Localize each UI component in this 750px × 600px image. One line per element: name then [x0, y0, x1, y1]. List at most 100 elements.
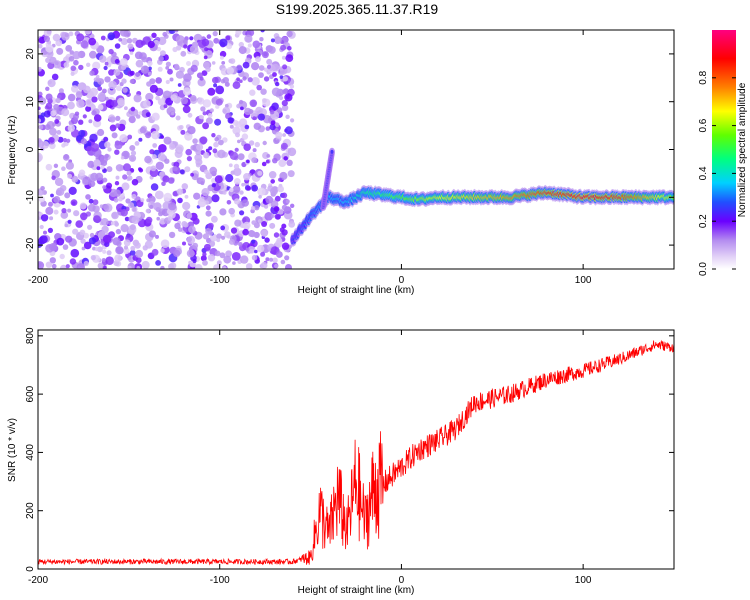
noise-cell [59, 253, 65, 260]
noise-cell [183, 44, 188, 49]
noise-cell [38, 124, 44, 130]
noise-cell [274, 36, 282, 44]
noise-cell [45, 93, 53, 101]
noise-cell [281, 192, 288, 199]
noise-cell [108, 231, 115, 239]
noise-cell [200, 255, 207, 262]
noise-cell [151, 154, 157, 160]
noise-cell [111, 132, 118, 139]
noise-cell [83, 260, 89, 267]
noise-cell [221, 61, 226, 65]
noise-cell [229, 58, 236, 64]
noise-cell [101, 225, 109, 234]
noise-cell [169, 77, 174, 82]
noise-cell [133, 94, 142, 103]
noise-cell [165, 66, 170, 70]
noise-cell [89, 70, 95, 76]
noise-cell [97, 262, 104, 269]
x-tick-label: -100 [210, 275, 230, 286]
figure-title: S199.2025.365.11.37.R19 [275, 1, 439, 17]
noise-cell [239, 99, 244, 105]
noise-cell [284, 255, 290, 261]
noise-cell [56, 47, 64, 55]
noise-cell [270, 38, 275, 43]
noise-cell [61, 108, 70, 117]
noise-cell [174, 63, 180, 69]
noise-cell [106, 250, 112, 256]
noise-cell [104, 61, 109, 66]
noise-cell [70, 65, 77, 72]
noise-cell [94, 247, 99, 252]
noise-cell [170, 94, 178, 102]
noise-cell [86, 62, 91, 67]
y-tick-label: 0 [25, 566, 36, 572]
spectrogram-y-label: Frequency (Hz) [7, 116, 18, 185]
noise-cell [209, 233, 218, 242]
noise-cell [102, 88, 107, 94]
noise-cell [226, 43, 233, 50]
noise-cell [278, 177, 283, 182]
noise-cell [138, 111, 143, 115]
noise-cell [150, 183, 159, 191]
noise-cell [162, 175, 170, 183]
noise-cell [228, 207, 235, 215]
colorbar-tick-label: 0.2 [698, 214, 709, 228]
noise-cell [270, 214, 275, 218]
noise-cell [187, 126, 196, 135]
noise-cell [274, 122, 280, 128]
noise-cell [155, 161, 164, 170]
noise-cell [160, 135, 165, 139]
noise-cell [251, 220, 257, 226]
noise-cell [282, 88, 288, 95]
noise-cell [179, 125, 184, 130]
noise-cell [256, 84, 263, 91]
noise-cell [276, 251, 283, 258]
noise-cell [39, 235, 48, 244]
noise-cell [72, 228, 79, 235]
noise-cell [157, 66, 163, 72]
y-tick-label: 10 [25, 96, 36, 108]
noise-cell [114, 254, 122, 262]
noise-cell [233, 163, 240, 170]
noise-cell [92, 199, 99, 206]
noise-cell [209, 166, 218, 175]
noise-cell [216, 238, 221, 243]
noise-cell [189, 45, 199, 54]
noise-cell [286, 159, 293, 166]
noise-cell [68, 56, 75, 62]
noise-cell [257, 187, 266, 196]
noise-cell [129, 51, 134, 55]
noise-cell [54, 177, 64, 187]
noise-cell [202, 252, 207, 257]
y-tick-label: 0 [25, 146, 36, 152]
noise-cell [62, 244, 69, 250]
noise-cell [279, 95, 284, 101]
noise-cell [56, 130, 62, 135]
noise-cell [266, 64, 272, 69]
noise-cell [96, 77, 101, 83]
noise-cell [272, 157, 278, 164]
noise-cell [247, 43, 252, 48]
noise-cell [284, 126, 293, 135]
noise-cell [205, 210, 212, 217]
noise-cell [216, 260, 222, 266]
noise-cell [146, 81, 152, 87]
noise-cell [135, 114, 141, 119]
noise-cell [261, 51, 269, 59]
noise-cell [251, 62, 260, 71]
noise-cell [265, 159, 270, 164]
noise-cell [113, 189, 122, 197]
x-tick-label: 0 [399, 575, 405, 586]
noise-cell [147, 60, 153, 66]
noise-cell [249, 230, 256, 238]
noise-cell [208, 240, 216, 247]
noise-cell [255, 56, 261, 63]
noise-cell [169, 143, 176, 150]
noise-cell [224, 231, 231, 238]
noise-cell [244, 34, 253, 43]
noise-cell [114, 59, 120, 64]
noise-cell [179, 169, 185, 175]
noise-cell [282, 64, 288, 70]
